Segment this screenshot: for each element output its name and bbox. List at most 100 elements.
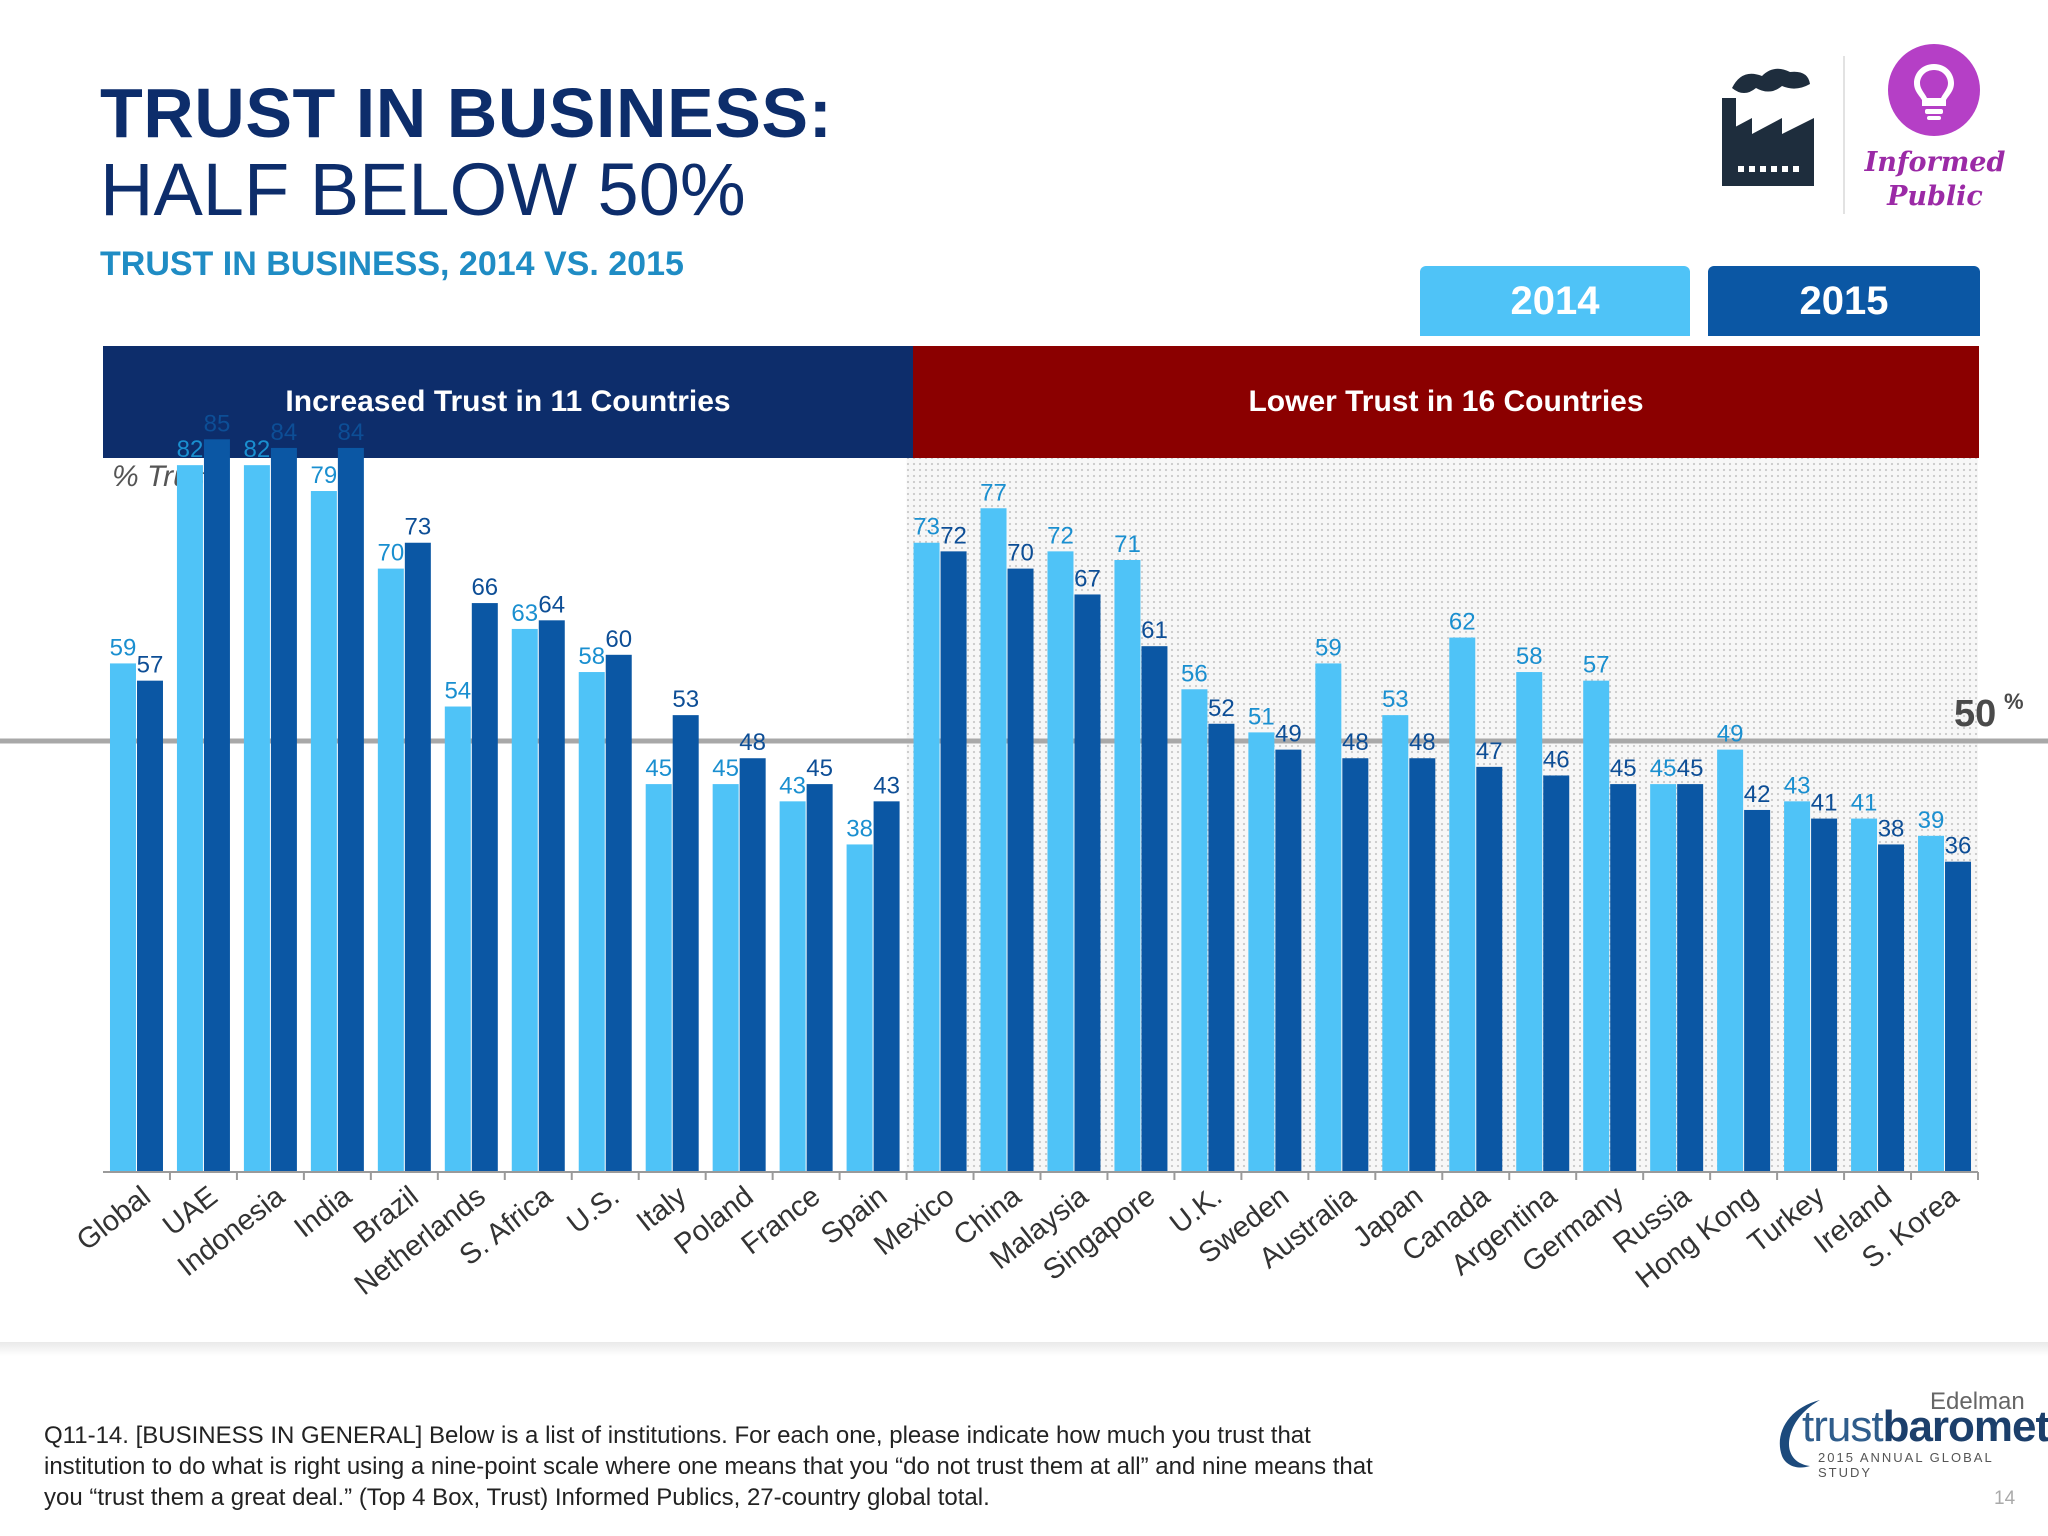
badge-divider	[1843, 56, 1845, 214]
data-label-2015-argentina: 46	[1543, 746, 1570, 773]
reference-line-label: 50	[1954, 693, 1996, 735]
lightbulb-icon	[1888, 44, 1980, 136]
data-label-2015-uae: 85	[204, 410, 231, 437]
bar-2015-u-s	[605, 654, 632, 1172]
logo-name-light: trust	[1802, 1402, 1884, 1451]
bar-2015-poland	[739, 758, 766, 1172]
bar-2014-india	[310, 491, 337, 1172]
data-label-2014-indonesia: 82	[244, 436, 271, 463]
bar-2015-hong-kong	[1744, 809, 1771, 1172]
bar-2015-mexico	[940, 551, 967, 1172]
bar-2015-india	[337, 447, 364, 1172]
bar-2014-argentina	[1516, 672, 1543, 1172]
data-label-2015-japan: 48	[1409, 729, 1436, 756]
bar-2014-poland	[712, 784, 739, 1172]
bar-2014-singapore	[1114, 559, 1141, 1172]
bar-2015-china	[1007, 568, 1034, 1172]
data-label-2015-brazil: 73	[404, 514, 431, 541]
bar-2015-spain	[873, 801, 900, 1172]
chart-subtitle: TRUST IN BUSINESS, 2014 VS. 2015	[100, 245, 684, 283]
bar-2014-spain	[846, 844, 873, 1172]
reference-line-unit: %	[2004, 689, 2024, 714]
data-label-2015-singapore: 61	[1141, 617, 1168, 644]
bar-2014-s-africa	[511, 628, 538, 1172]
legend-2015: 2015	[1708, 266, 1980, 336]
data-label-2015-italy: 53	[672, 686, 699, 713]
bar-2014-indonesia	[243, 465, 270, 1172]
data-label-2014-turkey: 43	[1784, 772, 1811, 799]
bar-2015-indonesia	[270, 447, 297, 1172]
bar-2014-sweden	[1248, 732, 1275, 1172]
data-label-2015-china: 70	[1007, 540, 1034, 567]
bar-2014-global	[109, 663, 136, 1172]
data-label-2015-france: 45	[806, 755, 833, 782]
bar-2015-sweden	[1275, 749, 1302, 1172]
data-label-2014-poland: 45	[712, 755, 739, 782]
bar-2014-u-k	[1181, 689, 1208, 1172]
data-label-2014-spain: 38	[846, 815, 873, 842]
bar-2014-u-s	[578, 672, 605, 1172]
bar-2014-hong-kong	[1717, 749, 1744, 1172]
data-label-2014-france: 43	[779, 772, 806, 799]
data-label-2015-sweden: 49	[1275, 721, 1302, 748]
data-label-2014-sweden: 51	[1248, 703, 1275, 730]
data-label-2015-u-k: 52	[1208, 695, 1235, 722]
bar-2014-italy	[645, 784, 672, 1172]
increased-trust-banner: Increased Trust in 11 Countries	[103, 346, 913, 458]
bar-2015-brazil	[404, 542, 431, 1172]
data-label-2014-russia: 45	[1650, 755, 1677, 782]
data-label-2015-russia: 45	[1677, 755, 1704, 782]
data-label-2015-ireland: 38	[1878, 815, 1905, 842]
bar-2014-s-korea	[1918, 835, 1945, 1172]
logo-name: trustbarometer	[1802, 1402, 2048, 1452]
bar-2015-japan	[1409, 758, 1436, 1172]
data-label-2014-japan: 53	[1382, 686, 1409, 713]
bar-2014-australia	[1315, 663, 1342, 1172]
footnote: Q11-14. [BUSINESS IN GENERAL] Below is a…	[44, 1422, 1373, 1511]
data-label-2014-india: 79	[311, 462, 338, 489]
data-label-2014-australia: 59	[1315, 634, 1342, 661]
data-label-2015-malaysia: 67	[1074, 565, 1101, 592]
bar-2014-germany	[1583, 680, 1610, 1172]
bar-2015-argentina	[1543, 775, 1570, 1172]
data-label-2014-s-africa: 63	[511, 600, 538, 627]
bar-2014-canada	[1449, 637, 1476, 1172]
bar-2015-germany	[1610, 784, 1637, 1172]
data-label-2014-germany: 57	[1583, 652, 1610, 679]
informed-public-label: Informed Public	[1855, 146, 2015, 214]
data-label-2014-china: 77	[980, 479, 1007, 506]
page-headline: HALF BELOW 50%	[100, 148, 746, 231]
data-label-2014-uae: 82	[177, 436, 204, 463]
bar-2015-u-k	[1208, 723, 1235, 1172]
bar-2015-russia	[1677, 784, 1704, 1172]
bar-2015-australia	[1342, 758, 1369, 1172]
data-label-2014-italy: 45	[645, 755, 672, 782]
page-number: 14	[1994, 1488, 2016, 1509]
data-label-2014-ireland: 41	[1851, 790, 1878, 817]
x-tick-label-u-s: U.S.	[561, 1180, 625, 1240]
bar-2014-brazil	[377, 568, 404, 1172]
bar-2014-france	[779, 801, 806, 1172]
bar-2014-uae	[176, 465, 203, 1172]
data-label-2014-mexico: 73	[913, 514, 940, 541]
bar-2015-canada	[1476, 766, 1503, 1172]
bar-2015-netherlands	[471, 603, 498, 1172]
bar-2015-malaysia	[1074, 594, 1101, 1172]
data-label-2015-india: 84	[338, 419, 365, 446]
lower-trust-banner: Lower Trust in 16 Countries	[913, 346, 1979, 458]
bar-2015-uae	[203, 439, 230, 1172]
x-tick-label-global: Global	[71, 1180, 157, 1257]
bar-2015-turkey	[1811, 818, 1838, 1172]
logo-brand: Edelman	[1930, 1388, 2025, 1415]
data-label-2015-mexico: 72	[940, 522, 967, 549]
data-label-2015-hong-kong: 42	[1744, 781, 1771, 808]
legend-2014: 2014	[1420, 266, 1690, 336]
bar-2015-singapore	[1141, 646, 1168, 1172]
data-label-2015-spain: 43	[873, 772, 900, 799]
data-label-2014-u-k: 56	[1181, 660, 1208, 687]
data-label-2014-brazil: 70	[377, 540, 404, 567]
data-label-2014-global: 59	[110, 634, 137, 661]
data-label-2015-turkey: 41	[1811, 790, 1838, 817]
bar-2014-russia	[1650, 784, 1677, 1172]
